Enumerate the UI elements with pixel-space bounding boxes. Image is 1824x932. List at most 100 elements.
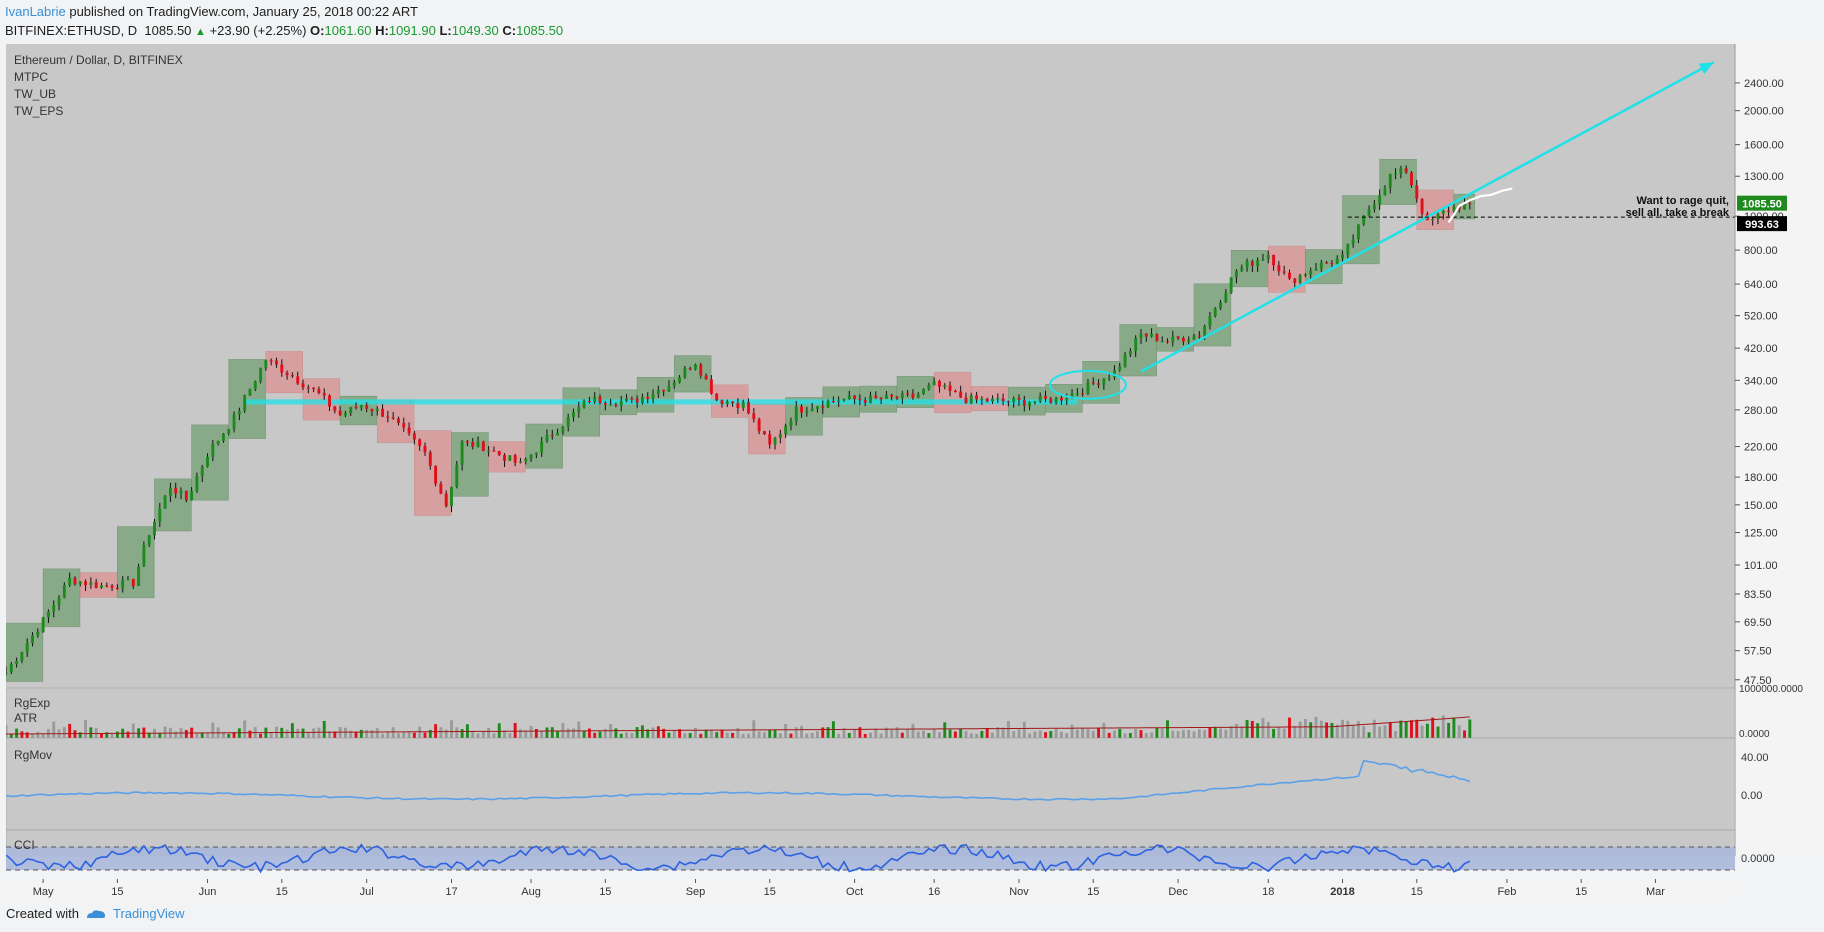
candle-body — [1277, 265, 1281, 272]
candle-body — [847, 395, 851, 399]
candle-body — [1468, 203, 1472, 205]
candle-body — [741, 402, 745, 409]
volume-bar — [625, 732, 628, 738]
candle-body — [513, 455, 517, 463]
candle-body — [1330, 262, 1334, 265]
volume-bar — [174, 731, 178, 738]
candle-body — [1256, 260, 1260, 266]
volume-bar — [884, 727, 888, 738]
tradingview-brand[interactable]: TradingView — [85, 906, 185, 921]
volume-bar — [540, 730, 544, 738]
volume-bar — [68, 723, 72, 738]
candle-body — [720, 400, 724, 404]
candle-body — [1187, 339, 1191, 342]
price-axis[interactable] — [1735, 44, 1824, 856]
candle-body — [381, 408, 385, 417]
volume-bar — [837, 733, 841, 738]
candle-body — [534, 452, 538, 455]
candle-body — [831, 401, 835, 403]
candle-body — [1335, 258, 1339, 264]
candle-body — [842, 398, 846, 401]
candle-body — [768, 434, 772, 445]
projection-path — [1447, 187, 1513, 223]
candle-body — [370, 408, 374, 412]
candle-body — [163, 495, 167, 509]
up-arrow-icon: ▲ — [195, 26, 206, 38]
chart-svg[interactable]: Ethereum / Dollar, D, BITFINEX MTPC TW_U… — [6, 44, 1824, 899]
volume-bar — [1452, 717, 1456, 738]
candle-body — [635, 398, 639, 403]
candle-body — [36, 631, 40, 636]
volume-bar — [147, 732, 151, 738]
range-box — [1267, 245, 1306, 293]
candle-body — [1457, 206, 1461, 210]
author-link[interactable]: IvanLabrie — [5, 4, 66, 19]
candle-body — [640, 397, 644, 403]
candle-body — [1028, 402, 1032, 406]
candle-body — [359, 405, 363, 408]
last-price-tag — [1737, 195, 1787, 211]
rgexp-tick-zero: 0.0000 — [1739, 729, 1770, 740]
candle-body — [587, 400, 591, 403]
candle-body — [455, 464, 459, 487]
candle-body — [349, 406, 353, 414]
range-box — [562, 387, 601, 437]
volume-bar — [349, 730, 353, 738]
volume-bar — [513, 722, 517, 738]
candle-body — [762, 431, 766, 435]
rgmov-pane[interactable] — [6, 737, 1736, 831]
volume-bar — [1441, 715, 1445, 738]
volume-bar — [943, 722, 947, 738]
candle-body — [131, 578, 135, 587]
volume-bar — [895, 727, 899, 738]
volume-bar — [747, 733, 750, 738]
candle-body — [46, 611, 50, 618]
candle-body — [1309, 270, 1313, 275]
candle-body — [773, 437, 777, 445]
volume-bar — [582, 730, 586, 738]
time-axis[interactable] — [6, 879, 1735, 899]
volume-bar — [821, 727, 825, 738]
volume-bar — [640, 725, 644, 738]
candle-body — [402, 423, 406, 428]
candle-body — [460, 441, 464, 465]
volume-bar — [1378, 726, 1382, 738]
candle-body — [911, 393, 915, 398]
candle-body — [1123, 354, 1127, 367]
volume-bar — [115, 731, 119, 738]
candle-body — [1128, 351, 1132, 355]
candle-body — [991, 398, 994, 402]
volume-bar — [587, 728, 591, 738]
volume-bar — [651, 727, 655, 738]
volume-bar — [731, 732, 735, 738]
candle-body — [1091, 382, 1095, 384]
y-tick-label: 101.00 — [1744, 560, 1778, 572]
y-tick-label: 640.00 — [1744, 279, 1778, 291]
candle-body — [1134, 338, 1138, 352]
volume-bar — [1213, 726, 1217, 738]
chart-area[interactable]: Ethereum / Dollar, D, BITFINEX MTPC TW_U… — [6, 44, 1824, 899]
candle-body — [1197, 335, 1201, 337]
candle-body — [306, 387, 310, 389]
candle-body — [418, 439, 422, 446]
volume-bar — [768, 729, 772, 738]
volume-bar — [932, 729, 936, 738]
x-axis-ticks: May 15 Jun 15 Jul 17 Aug 15 Sep 15 Oct 16 Nov 15 Dec 18… — [33, 879, 1665, 898]
candle-body — [423, 445, 427, 453]
candle-body — [1441, 210, 1445, 214]
y-tick-label: 83.50 — [1744, 589, 1772, 601]
volume-bar — [428, 729, 432, 738]
candle-body — [1410, 172, 1413, 186]
volume-bar — [725, 732, 729, 738]
volume-bar — [1102, 722, 1106, 738]
volume-bar — [577, 721, 581, 738]
candle-body — [503, 454, 507, 461]
volume-bar — [529, 725, 533, 738]
candle-body — [269, 360, 273, 362]
candle-body — [518, 461, 522, 463]
candle-body — [237, 410, 241, 415]
candle-body — [375, 408, 379, 412]
candle-body — [656, 389, 660, 395]
candle-body — [826, 401, 830, 408]
volume-bar — [1240, 726, 1244, 738]
